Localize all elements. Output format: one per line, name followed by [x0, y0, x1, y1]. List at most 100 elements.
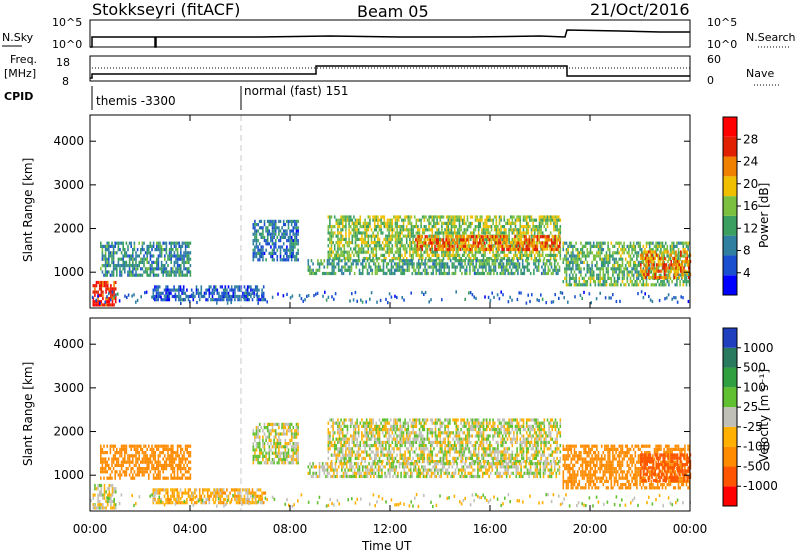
data-cell — [279, 255, 282, 259]
data-cell — [279, 251, 282, 255]
data-cell — [406, 268, 409, 272]
data-cell — [576, 264, 579, 268]
data-cell — [165, 444, 168, 448]
data-cell — [132, 460, 134, 464]
data-cell — [330, 234, 333, 238]
data-cell — [97, 506, 99, 510]
data-cell — [176, 454, 179, 458]
data-cell — [519, 244, 521, 248]
data-cell — [618, 251, 621, 255]
data-cell — [597, 276, 600, 280]
data-cell — [330, 225, 333, 229]
data-cell — [256, 285, 259, 289]
data-cell — [505, 231, 507, 235]
data-cell — [463, 215, 466, 219]
data-cell — [490, 228, 493, 232]
y-tick-label: 4000 — [53, 134, 84, 148]
data-cell — [246, 288, 249, 292]
data-cell — [414, 268, 417, 272]
data-cell — [600, 251, 603, 255]
data-cell — [596, 251, 598, 255]
data-cell — [130, 470, 132, 474]
data-cell — [183, 454, 185, 458]
data-cell — [375, 247, 378, 251]
data-cell — [190, 497, 193, 502]
data-cell — [335, 250, 338, 254]
data-cell — [509, 241, 512, 245]
data-cell — [276, 235, 279, 239]
data-cell — [672, 250, 674, 254]
data-cell — [449, 253, 451, 257]
data-cell — [531, 247, 534, 252]
data-cell — [516, 218, 518, 222]
data-cell — [154, 488, 156, 492]
data-cell — [471, 247, 473, 252]
data-cell — [445, 244, 447, 248]
data-cell — [254, 454, 256, 458]
data-cell — [527, 241, 529, 245]
data-cell — [586, 270, 589, 274]
data-cell — [110, 303, 112, 307]
data-cell — [645, 270, 648, 274]
data-cell — [528, 244, 531, 248]
data-cell — [178, 294, 180, 299]
data-cell — [573, 276, 576, 280]
data-cell — [347, 265, 350, 269]
nave-tick-bottom: 0 — [707, 74, 714, 87]
data-cell — [499, 244, 502, 248]
data-cell — [156, 264, 158, 268]
data-cell — [610, 254, 613, 258]
data-cell — [100, 476, 102, 480]
data-cell — [666, 273, 669, 277]
data-cell — [354, 221, 357, 225]
data-cell — [194, 491, 196, 495]
data-cell — [364, 231, 366, 235]
data-cell — [645, 280, 648, 284]
data-cell — [167, 264, 169, 268]
data-cell — [485, 262, 487, 266]
data-cell — [411, 271, 414, 276]
data-cell — [522, 215, 525, 219]
data-cell — [435, 247, 438, 252]
data-cell — [538, 231, 541, 235]
data-cell — [646, 272, 648, 276]
data-cell — [173, 273, 176, 277]
data-cell — [655, 283, 657, 287]
data-cell — [180, 267, 182, 271]
data-cell — [501, 268, 503, 272]
data-cell — [130, 476, 132, 480]
data-cell — [274, 226, 277, 230]
data-cell — [385, 241, 387, 245]
data-cell — [152, 457, 155, 461]
data-cell — [184, 460, 187, 464]
data-cell — [184, 260, 187, 264]
data-cell — [340, 228, 342, 232]
data-cell — [175, 244, 177, 248]
data-cell — [367, 247, 370, 251]
data-cell — [465, 228, 467, 232]
data-cell — [399, 250, 402, 254]
data-cell — [642, 283, 645, 287]
data-cell — [436, 257, 438, 261]
data-cell — [554, 241, 556, 245]
data-cell — [186, 241, 188, 245]
data-cell — [513, 215, 515, 219]
data-cell — [647, 283, 649, 287]
data-cell — [532, 221, 534, 225]
data-cell — [216, 491, 219, 495]
data-cell — [501, 259, 503, 263]
data-cell — [642, 267, 645, 271]
data-cell — [507, 268, 510, 272]
data-cell — [182, 291, 185, 295]
data-cell — [461, 265, 463, 269]
data-cell — [188, 470, 190, 474]
data-cell — [503, 235, 505, 239]
data-cell — [282, 258, 285, 262]
data-cell — [388, 247, 390, 251]
data-cell — [659, 260, 661, 264]
data-cell — [254, 494, 257, 498]
data-cell — [221, 294, 223, 299]
ground-scatter-cell — [507, 300, 510, 304]
data-cell — [103, 451, 105, 455]
data-cell — [382, 259, 385, 263]
